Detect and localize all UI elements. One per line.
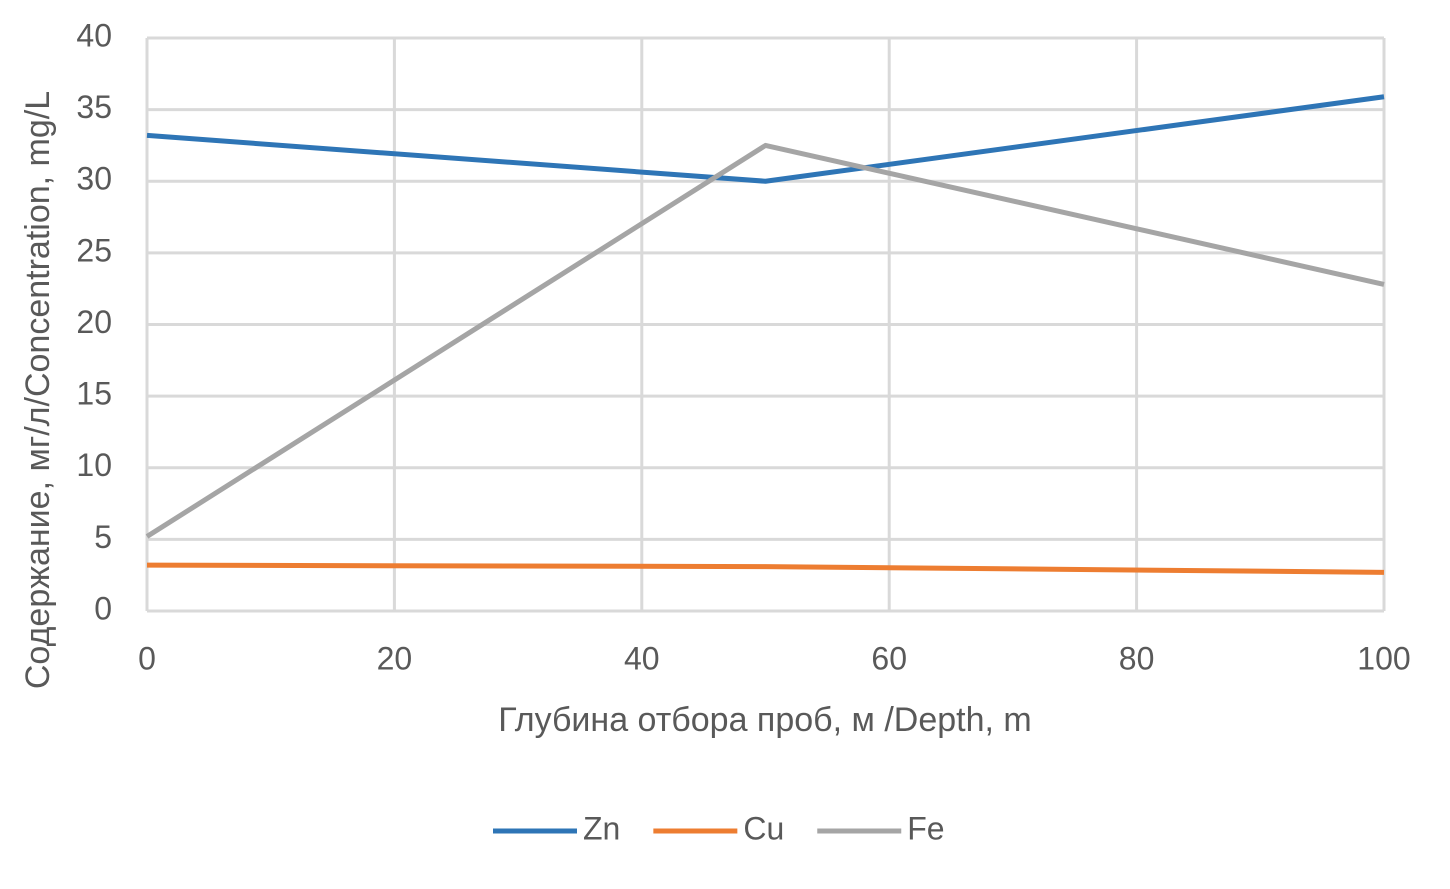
x-tick-label: 0 bbox=[138, 640, 156, 676]
y-tick-label: 0 bbox=[94, 590, 112, 626]
x-axis-title: Глубина отбора проб, м /Depth, m bbox=[498, 701, 1032, 739]
legend-label: Zn bbox=[583, 810, 620, 846]
x-tick-label: 100 bbox=[1357, 640, 1410, 676]
series-line bbox=[145, 142, 1385, 539]
series-line bbox=[146, 94, 1385, 184]
x-tick-label: 40 bbox=[624, 640, 660, 676]
y-tick-label: 35 bbox=[76, 89, 112, 125]
x-tick-label: 80 bbox=[1119, 640, 1155, 676]
y-tick-label: 40 bbox=[76, 17, 112, 53]
y-axis-title: Содержание, мг/л/Concentration, mg/L bbox=[19, 91, 57, 689]
x-tick-label: 60 bbox=[871, 640, 907, 676]
legend-label: Cu bbox=[743, 810, 784, 846]
y-tick-label: 20 bbox=[76, 304, 112, 340]
y-tick-label: 15 bbox=[76, 376, 112, 412]
y-tick-label: 10 bbox=[76, 447, 112, 483]
y-tick-label: 30 bbox=[76, 161, 112, 197]
y-tick-label: 5 bbox=[94, 519, 112, 555]
y-tick-label: 25 bbox=[76, 232, 112, 268]
series-line bbox=[146, 562, 1385, 575]
legend-label: Fe bbox=[907, 810, 944, 846]
x-tick-label: 20 bbox=[377, 640, 413, 676]
